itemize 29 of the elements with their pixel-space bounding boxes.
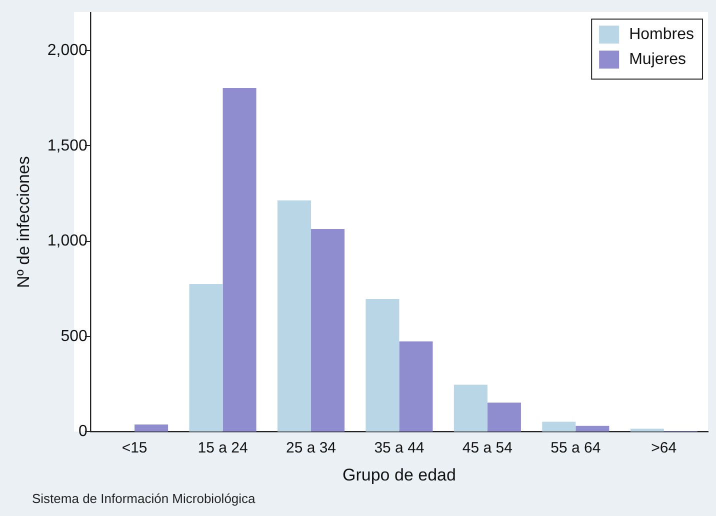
bar [366,299,400,432]
x-tick-label: 45 a 54 [462,440,512,457]
bar [542,422,576,432]
bar [189,284,223,432]
bar [630,428,664,432]
x-tick-label: 35 a 44 [374,440,424,457]
y-axis-title: Nº de infecciones [14,156,33,288]
y-tick-label: 1,000 [47,232,88,250]
x-tick-label: >64 [651,440,677,457]
bar [277,200,311,432]
legend-label: Hombres [629,26,694,44]
bar [222,88,256,432]
bar [576,426,610,432]
x-tick-label: 25 a 34 [286,440,336,457]
bar [487,402,521,432]
x-tick-label: <15 [122,440,148,457]
text: Sistema de Información Microbiológica [32,491,256,506]
x-tick-label: 55 a 64 [550,440,601,457]
bar [134,424,168,432]
bar [454,384,488,432]
y-tick-label: 0 [78,423,88,440]
bar [310,228,345,432]
bar [399,341,433,432]
legend-label: Mujeres [629,51,686,68]
y-tick-label: 1,500 [47,137,88,154]
x-axis-title: Grupo de edad [342,465,456,484]
x-tick-label: 15 a 24 [198,440,248,457]
y-tick-label: 2,000 [47,42,88,60]
y-tick-label: 500 [60,328,88,345]
